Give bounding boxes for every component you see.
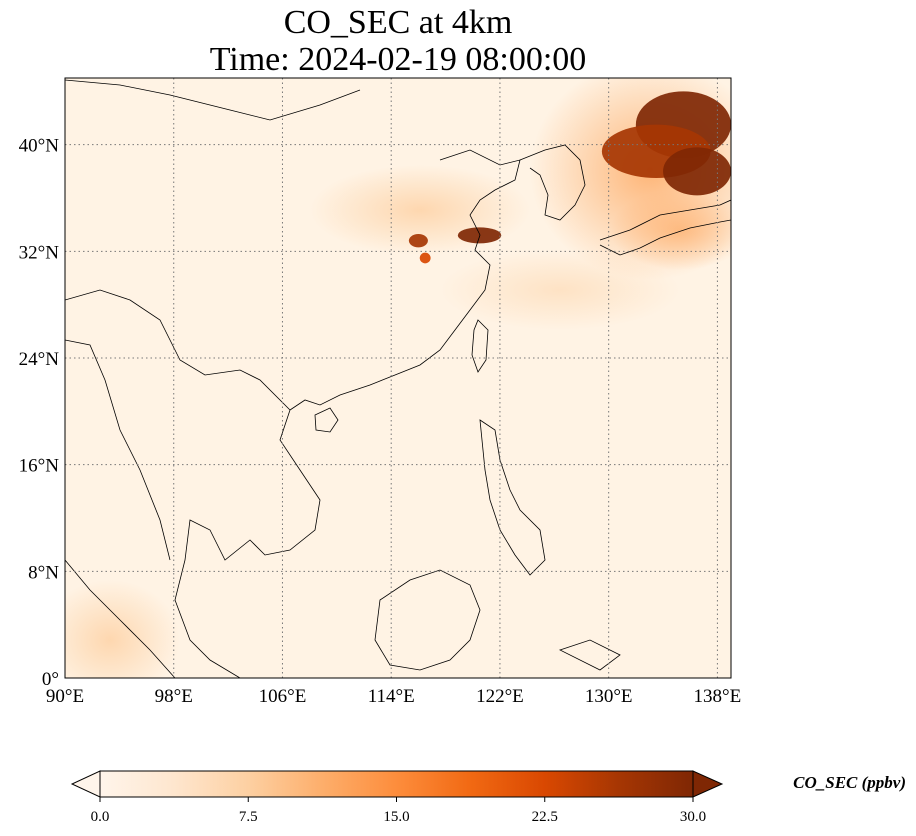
colorbar-extend-high: [692, 770, 724, 798]
map-subtitle: Time: 2024-02-19 08:00:00: [209, 41, 587, 78]
lon-tick-label: 114°E: [368, 686, 415, 707]
colorbar-tick-label: 22.5: [532, 809, 558, 825]
lon-tick-label: 98°E: [155, 686, 193, 707]
colorbar-label: CO_SEC (ppbv): [793, 773, 906, 792]
lon-tick-labels: 90°E 98°E 106°E 114°E 122°E 130°E 138°E: [46, 686, 741, 707]
co-plume: [408, 234, 428, 248]
colorbar-extend-low: [70, 770, 101, 798]
lat-tick-label: 16°N: [19, 456, 60, 477]
concentration-field: [65, 78, 731, 678]
gridlines: [65, 78, 731, 678]
map-frame: [64, 77, 732, 679]
colorbar-body: [99, 770, 694, 798]
lat-tick-label: 0°: [42, 669, 59, 690]
colorbar-tick-label: 15.0: [383, 809, 409, 825]
co-plume: [663, 147, 731, 196]
lat-tick-label: 40°N: [19, 136, 60, 157]
colorbar-tick-label: 0.0: [91, 809, 110, 825]
lat-tick-label: 8°N: [28, 562, 59, 583]
lon-tick-label: 122°E: [476, 686, 524, 707]
co-plume: [419, 252, 431, 264]
lat-tick-label: 24°N: [19, 349, 60, 370]
coastlines: [65, 79, 731, 678]
lon-tick-label: 130°E: [585, 686, 633, 707]
lon-tick-label: 90°E: [46, 686, 84, 707]
colorbar-tick-label: 7.5: [239, 809, 258, 825]
lat-tick-label: 32°N: [19, 242, 60, 263]
colorbar-tick-label: 30.0: [680, 809, 706, 825]
lon-tick-label: 106°E: [259, 686, 307, 707]
lon-tick-label: 138°E: [694, 686, 742, 707]
map-title: CO_SEC at 4km: [283, 4, 513, 41]
lat-tick-labels: 0° 8°N 16°N 24°N 32°N 40°N: [19, 136, 60, 690]
colorbar: 0.0 7.5 15.0 22.5 30.0 CO_SEC (ppbv): [70, 770, 906, 825]
